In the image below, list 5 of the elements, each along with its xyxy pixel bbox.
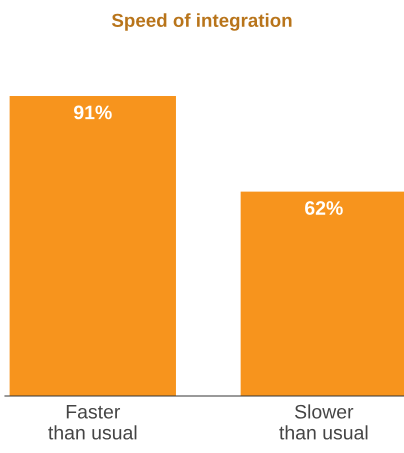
x-tick-label: Slower than usual bbox=[279, 404, 368, 440]
chart-title: Speed of integration bbox=[112, 13, 292, 31]
data-label: 62% bbox=[305, 201, 343, 215]
data-label: 91% bbox=[74, 106, 112, 120]
x-tick-label: Faster than usual bbox=[48, 405, 136, 440]
